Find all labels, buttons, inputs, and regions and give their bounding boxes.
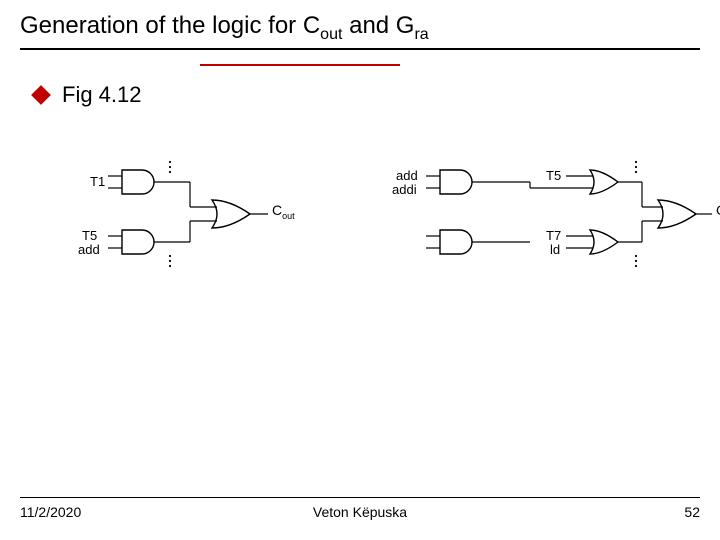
page-title: Generation of the logic for Cout and Gra [20,12,700,50]
label-ld: ld [550,242,560,257]
title-accent [200,64,400,66]
footer-page: 52 [684,504,700,520]
title-sub1: out [320,26,342,43]
label-t1: T1 [90,174,105,189]
logic-diagram: T1 T5 add Cout add addi T5 T7 ld Gra [50,160,690,330]
cout-c: C [272,202,282,218]
footer: 11/2/2020 Veton Këpuska 52 [20,497,700,520]
label-t5-right: T5 [546,168,561,183]
label-addi: addi [392,182,417,197]
title-sub2: ra [414,26,428,43]
footer-date: 11/2/2020 [20,504,81,520]
bullet-row: Fig 4.12 [34,82,142,108]
footer-author: Veton Këpuska [313,504,407,520]
title-mid: and G [342,12,414,39]
bullet-icon [31,85,51,105]
diagram-svg [50,160,720,330]
fig-label: Fig 4.12 [62,82,142,108]
label-t5-left: T5 [82,228,97,243]
title-bar: Generation of the logic for Cout and Gra [20,12,700,50]
label-cout: Cout [272,202,295,221]
cout-sub: out [282,211,295,221]
label-gra: Gra [716,202,720,218]
label-add-right: add [396,168,418,183]
title-prefix: Generation of the logic for C [20,12,320,39]
label-t7: T7 [546,228,561,243]
label-add-left: add [78,242,100,257]
